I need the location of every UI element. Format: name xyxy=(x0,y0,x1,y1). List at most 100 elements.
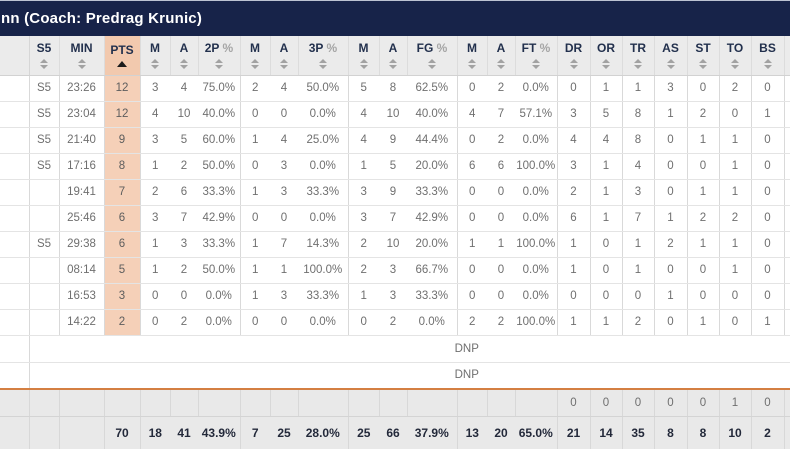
stat-cell-2pm: 3 xyxy=(140,127,170,154)
stat-cell-dr: 1 xyxy=(557,309,591,336)
totals-cell-bs: 2 xyxy=(751,416,785,449)
stat-cell-as: 0 xyxy=(654,309,688,336)
column-label: A xyxy=(279,41,289,56)
stat-cell-tr: 1 xyxy=(622,75,655,102)
column-header-2pa[interactable]: A xyxy=(170,36,199,76)
stat-cell-s5 xyxy=(29,257,60,284)
stat-cell-ftm: 4 xyxy=(457,101,487,128)
stat-cell-2pm: 0 xyxy=(140,309,170,336)
stat-cell-st: 0 xyxy=(687,257,720,284)
team-cell-fga xyxy=(379,388,408,417)
header-row: S5 MIN PTS M A 2P % M A 3P % M A FG % M A FT % DR OR TR AS… xyxy=(0,36,790,76)
column-header-2pm[interactable]: M xyxy=(140,36,171,76)
column-header-to[interactable]: TO xyxy=(719,36,752,76)
column-header-fgm[interactable]: M xyxy=(348,36,380,76)
stat-cell-3pp: 25.0% xyxy=(298,127,349,154)
stat-cell-3pa: 0 xyxy=(270,205,298,232)
stat-cell-2pa: 7 xyxy=(170,205,198,232)
column-header-or[interactable]: OR xyxy=(590,36,623,76)
stat-cell-3pa: 0 xyxy=(270,101,298,128)
team-cell-3pm xyxy=(240,388,271,417)
stat-cell-fta: 1 xyxy=(487,231,515,258)
player-row-4: S5 17:16 8 1 2 50.0% 0 3 0.0% 1 5 20.0% 6 6 100.0% 3 1 4 0… xyxy=(0,153,790,180)
stat-cell-2pp: 75.0% xyxy=(198,75,241,102)
column-header-ftp[interactable]: FT % xyxy=(515,36,558,76)
column-header-3pa[interactable]: A xyxy=(270,36,299,76)
table-body: S5 23:26 12 3 4 75.0% 2 4 50.0% 5 8 62.5% 0 2 0.0% 0 1 1 3… xyxy=(0,75,790,390)
trailing-cell xyxy=(784,309,790,336)
stat-cell-tr: 1 xyxy=(622,257,655,284)
stat-cell-as: 1 xyxy=(654,205,688,232)
stat-cell-bs: 0 xyxy=(751,127,785,154)
stat-cell-3pm: 0 xyxy=(240,101,270,128)
team-cell-2pp xyxy=(198,388,241,417)
stat-cell-ftp: 0.0% xyxy=(515,283,558,310)
stat-cell-2pp: 0.0% xyxy=(198,283,241,310)
stat-cell-3pa: 3 xyxy=(270,283,298,310)
stat-cell-dr: 1 xyxy=(557,257,591,284)
totals-cell-3pm: 7 xyxy=(240,416,270,449)
stat-cell-3pm: 1 xyxy=(240,179,270,206)
stat-cell-fgp: 66.7% xyxy=(407,257,458,284)
column-header-fgp[interactable]: FG % xyxy=(407,36,458,76)
column-header-pts[interactable]: PTS xyxy=(104,36,141,76)
column-header-2pp[interactable]: 2P % xyxy=(198,36,241,76)
stat-cell-dr: 3 xyxy=(557,101,591,128)
stat-cell-fga: 8 xyxy=(379,75,407,102)
stat-cell-s5 xyxy=(29,283,60,310)
stat-cell-fgm: 3 xyxy=(348,205,379,232)
stat-cell-min: 23:26 xyxy=(59,75,105,102)
column-header-min[interactable]: MIN xyxy=(59,36,105,76)
stat-cell-fgm: 0 xyxy=(348,309,379,336)
stat-cell-pts: 12 xyxy=(104,75,141,102)
column-header-as[interactable]: AS xyxy=(654,36,688,76)
stat-cell-2pa: 2 xyxy=(170,257,198,284)
column-header-fga[interactable]: A xyxy=(379,36,408,76)
stat-cell-pts: 6 xyxy=(104,205,141,232)
column-header-3pm[interactable]: M xyxy=(240,36,271,76)
stat-cell-2pa: 2 xyxy=(170,309,198,336)
percent-suffix: % xyxy=(219,41,234,56)
stat-cell-or: 1 xyxy=(590,205,623,232)
percent-suffix: % xyxy=(433,41,448,56)
stat-cell-2pp: 33.3% xyxy=(198,231,241,258)
stat-cell-fta: 0 xyxy=(487,179,515,206)
stat-cell-min: 21:40 xyxy=(59,127,105,154)
totals-cell-fgm: 25 xyxy=(348,416,379,449)
stat-cell-bs: 0 xyxy=(751,231,785,258)
sort-both-icon xyxy=(241,59,270,70)
stat-cell-pts: 5 xyxy=(104,257,141,284)
stat-cell-fgm: 4 xyxy=(348,127,379,154)
column-header-bs[interactable]: BS xyxy=(751,36,785,76)
stat-cell-ftm: 0 xyxy=(457,283,487,310)
column-header-tr[interactable]: TR xyxy=(622,36,655,76)
table-header: S5 MIN PTS M A 2P % M A 3P % M A FG % M A FT % DR OR TR AS… xyxy=(0,36,790,76)
stat-cell-s5: S5 xyxy=(29,101,60,128)
team-cell-pts xyxy=(104,388,141,417)
stat-cell-3pa: 3 xyxy=(270,179,298,206)
player-row-8: 08:14 5 1 2 50.0% 1 1 100.0% 2 3 66.7% 0 0 0.0% 1 0 1 0 0 1… xyxy=(0,257,790,284)
stat-cell-pts: 6 xyxy=(104,231,141,258)
column-header-fta[interactable]: A xyxy=(487,36,516,76)
column-header-st[interactable]: ST xyxy=(687,36,720,76)
stat-cell-min: 19:41 xyxy=(59,179,105,206)
stat-cell-fgm: 1 xyxy=(348,153,379,180)
stat-cell-ftp: 0.0% xyxy=(515,179,558,206)
team-cell-2pa xyxy=(170,388,199,417)
stat-cell-dr: 2 xyxy=(557,179,591,206)
stat-cell-2pp: 60.0% xyxy=(198,127,241,154)
column-header-dr[interactable]: DR xyxy=(557,36,591,76)
stat-cell-pts: 12 xyxy=(104,101,141,128)
team-cell-to: 1 xyxy=(719,388,752,417)
stat-cell-3pp: 0.0% xyxy=(298,205,349,232)
player-name-column-header xyxy=(0,36,30,76)
stat-cell-3pm: 1 xyxy=(240,231,270,258)
team-cell-3pa xyxy=(270,388,299,417)
sort-both-icon xyxy=(558,59,590,70)
stat-cell-tr: 1 xyxy=(622,231,655,258)
column-header-ftm[interactable]: M xyxy=(457,36,488,76)
column-header-s5[interactable]: S5 xyxy=(29,36,60,76)
column-header-3pp[interactable]: 3P % xyxy=(298,36,349,76)
stat-cell-ftp: 100.0% xyxy=(515,153,558,180)
